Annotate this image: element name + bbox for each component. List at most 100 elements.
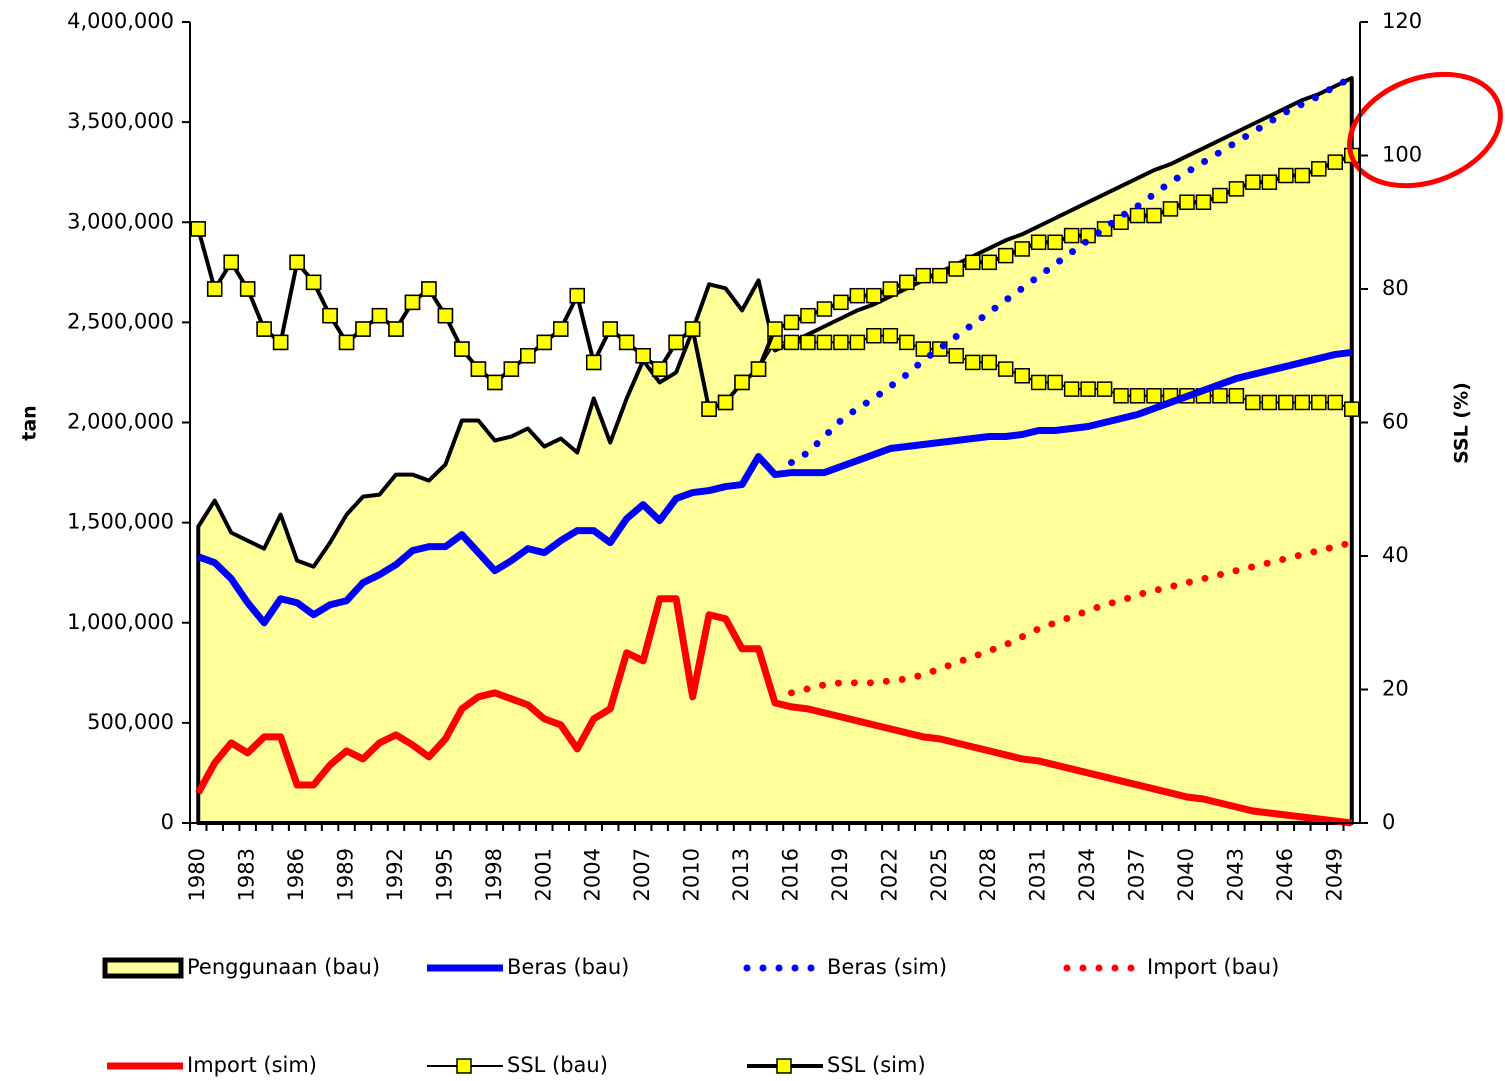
marker [948, 261, 965, 277]
marker [882, 281, 899, 297]
legend-label: Import (bau) [1147, 955, 1279, 979]
marker [1113, 388, 1129, 404]
marker [322, 307, 338, 324]
legend-item: Penggunaan (bau) [102, 955, 380, 979]
marker [1113, 214, 1129, 230]
marker [404, 294, 421, 311]
marker [734, 374, 750, 391]
x-tick-label: 2025 [927, 848, 951, 901]
marker [454, 341, 470, 357]
legend-label: SSL (sim) [827, 1053, 926, 1077]
y-tick-label: 3,500,000 [67, 109, 174, 133]
marker [1063, 381, 1080, 397]
y2-tick-label: 40 [1382, 543, 1409, 567]
legend-marker [456, 1058, 472, 1074]
plot-area [190, 74, 1360, 827]
marker [1096, 381, 1113, 397]
legend-marker [776, 1058, 792, 1074]
x-tick-label: 2007 [630, 848, 654, 901]
marker [1311, 394, 1327, 411]
x-tick-label: 2016 [778, 848, 802, 901]
legend-item: SSL (sim) [747, 1053, 926, 1077]
marker [190, 221, 206, 237]
line [195, 595, 1353, 827]
x-tick-label: 2001 [531, 848, 555, 901]
marker [1344, 401, 1360, 417]
y2-tick-label: 100 [1382, 143, 1422, 167]
marker [668, 334, 684, 351]
marker [783, 314, 800, 331]
marker [1311, 161, 1327, 177]
marker [981, 254, 997, 271]
marker [1212, 388, 1228, 404]
y2-tick-label: 20 [1382, 677, 1409, 701]
y-tick-label: 4,000,000 [67, 9, 174, 33]
marker [602, 321, 618, 337]
y-tick-label: 3,000,000 [67, 209, 174, 233]
marker [1047, 234, 1063, 251]
marker [701, 401, 717, 417]
marker [272, 334, 289, 351]
x-tick-label: 2046 [1273, 848, 1297, 901]
legend-item: SSL (bau) [427, 1053, 608, 1077]
legend-item: Beras (bau) [427, 955, 629, 979]
marker [1327, 154, 1344, 170]
marker [1278, 167, 1294, 184]
y2-tick-label: 60 [1382, 410, 1409, 434]
x-tick-label: 1992 [383, 848, 407, 901]
x-tick-label: 2040 [1174, 848, 1198, 901]
marker [800, 334, 816, 351]
x-tick-label: 1998 [482, 848, 506, 901]
marker [1212, 187, 1228, 204]
marker [964, 254, 981, 271]
marker [1014, 368, 1030, 384]
marker [1146, 388, 1162, 404]
marker [915, 341, 932, 357]
x-tick-label: 1995 [432, 848, 456, 901]
marker [932, 267, 948, 284]
marker [915, 267, 932, 284]
marker [899, 274, 915, 291]
y-tick-label: 500,000 [87, 710, 174, 734]
legend-label: SSL (bau) [507, 1053, 608, 1077]
marker [503, 361, 520, 377]
y-tick-label: 2,000,000 [67, 410, 174, 434]
marker [1261, 174, 1278, 190]
line [787, 74, 1356, 467]
marker [997, 361, 1014, 377]
marker [964, 354, 981, 371]
marker [1294, 167, 1311, 184]
marker [833, 294, 849, 311]
marker [899, 334, 915, 351]
marker [355, 321, 371, 337]
marker [1014, 241, 1030, 257]
x-tick-label: 1989 [334, 848, 358, 901]
x-tick-label: 2043 [1223, 848, 1247, 901]
marker [1179, 194, 1195, 210]
marker [437, 307, 454, 324]
x-tick-label: 1986 [284, 848, 308, 901]
line [787, 539, 1356, 697]
x-tick-label: 2019 [828, 848, 852, 901]
x-tick-label: 2031 [1026, 848, 1050, 901]
marker [1030, 234, 1047, 251]
marker [1195, 194, 1212, 210]
y2-tick-label: 80 [1382, 276, 1409, 300]
marker [1245, 394, 1261, 411]
y-tick-label: 0 [161, 810, 174, 834]
marker [569, 287, 586, 304]
line [197, 348, 1353, 627]
marker [1327, 394, 1344, 411]
marker [882, 327, 899, 344]
marker [338, 334, 355, 351]
marker [1245, 174, 1261, 190]
marker [866, 287, 882, 304]
marker [256, 321, 272, 337]
marker [1047, 374, 1063, 391]
marker [239, 281, 256, 297]
x-tick-label: 2004 [581, 848, 605, 901]
y-tick-label: 1,500,000 [67, 510, 174, 534]
marker [470, 361, 487, 377]
x-tick-label: 2028 [976, 848, 1000, 901]
legend-item: Import (bau) [1063, 955, 1279, 979]
